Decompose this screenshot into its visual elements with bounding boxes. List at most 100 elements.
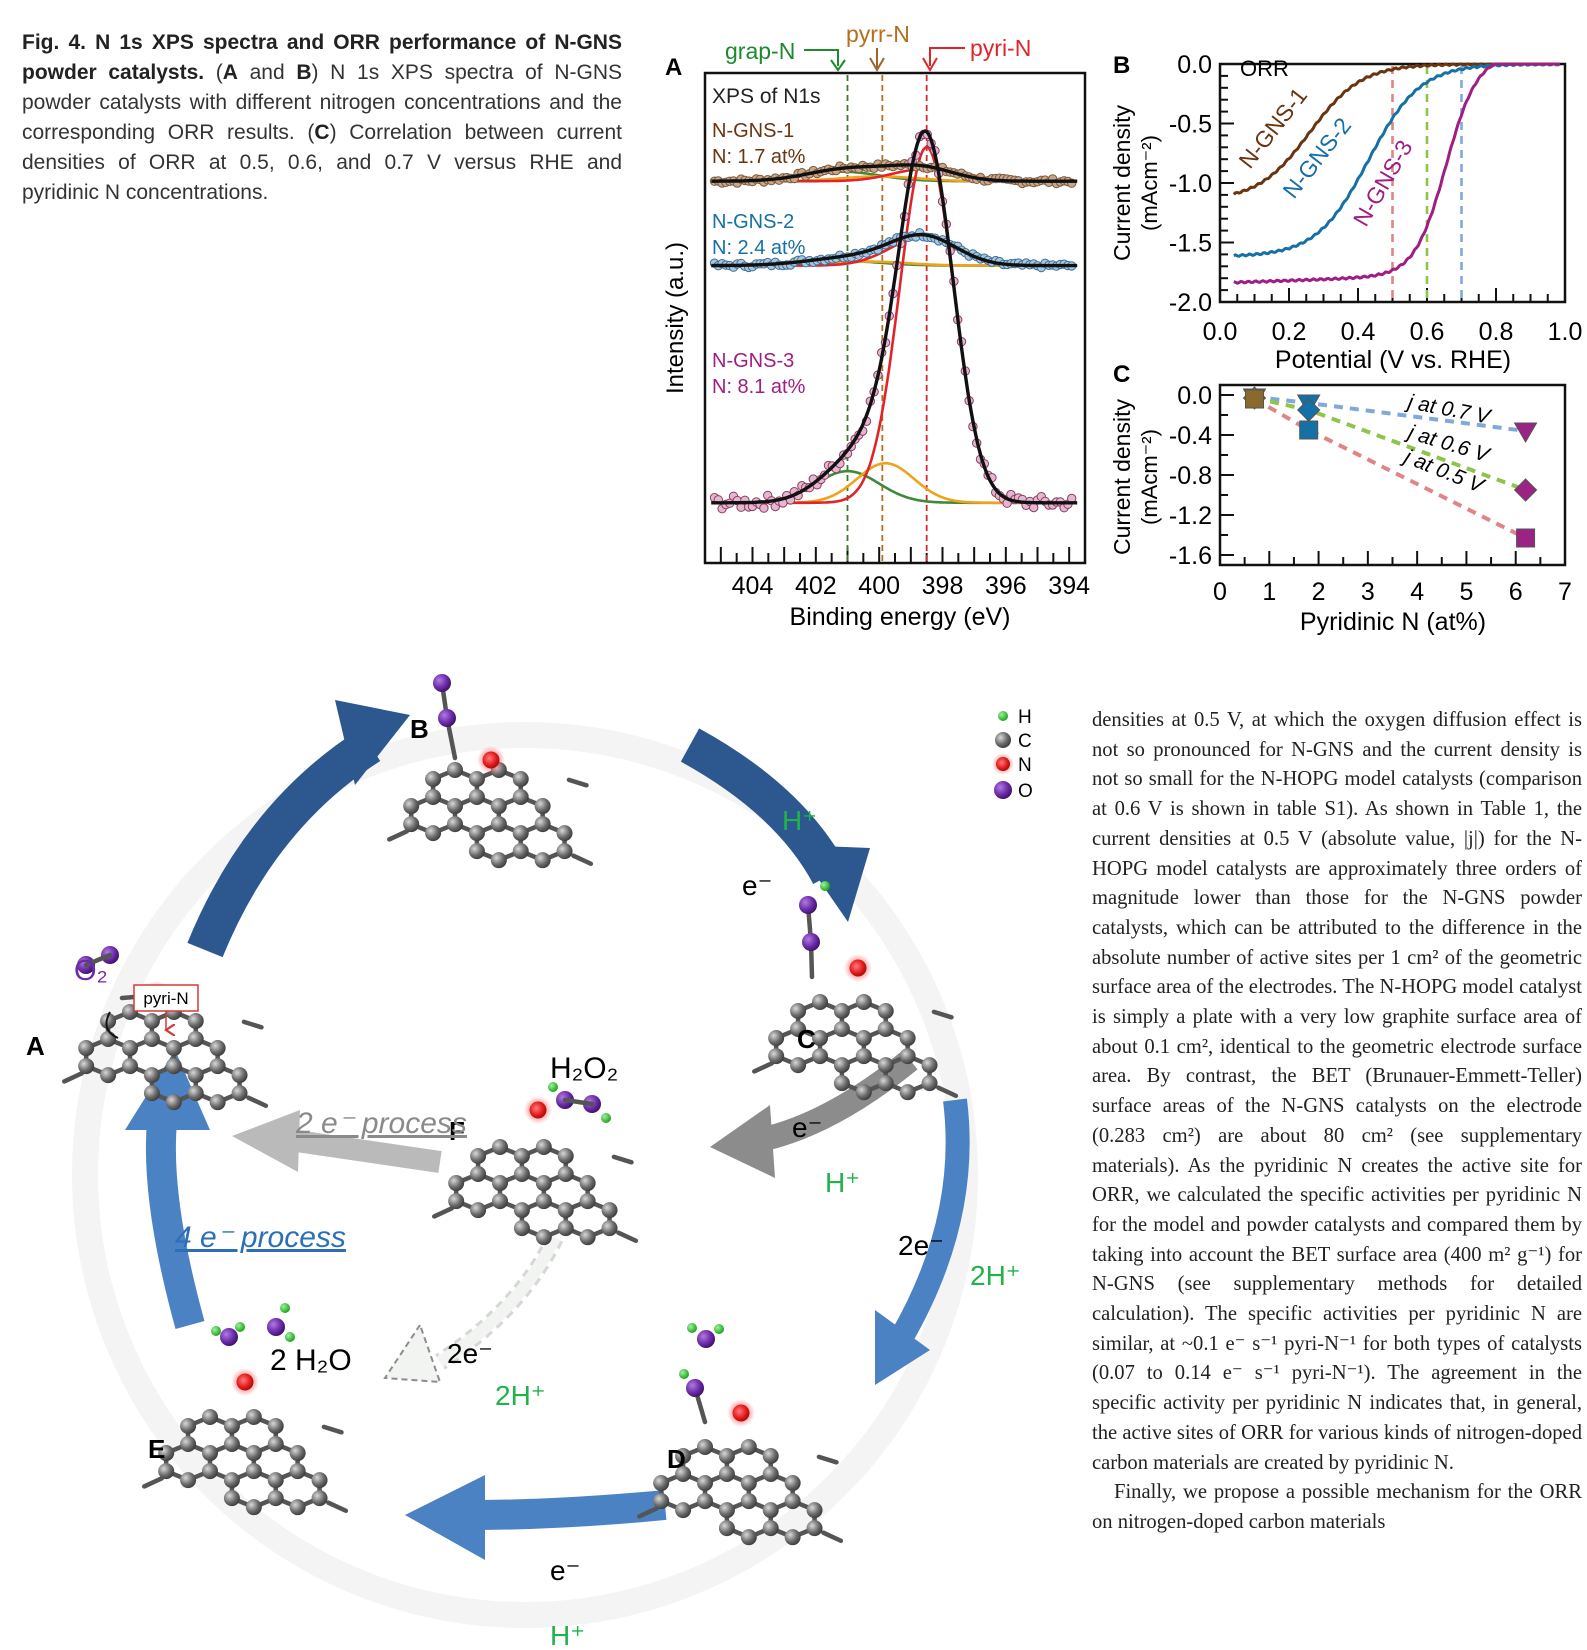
panel-c-xtick-label: 6 (1509, 578, 1523, 606)
carbon-atom (855, 993, 872, 1010)
panel-b-xtick-label: 0.0 (1203, 318, 1238, 346)
oxygen-atom (433, 674, 451, 692)
bond (321, 1424, 344, 1435)
carbon-atom (470, 1166, 487, 1183)
hydrogen-atom (601, 1113, 611, 1123)
carbon-atom (534, 798, 551, 815)
carbon-atom (740, 1475, 757, 1492)
panel-a-peak-lines (846, 75, 928, 561)
legend-h: H (1018, 707, 1032, 728)
carbon-atom (447, 761, 463, 778)
bond (62, 1071, 85, 1084)
carbon-atom (601, 1202, 618, 1219)
hydrogen-atom (714, 1324, 724, 1334)
carbon-atom (718, 1520, 735, 1537)
carbon-atom (209, 1094, 226, 1111)
carbon-atom (899, 1048, 916, 1065)
carbon-atom (806, 1502, 823, 1519)
carbon-atom (492, 1175, 508, 1192)
carbon-atom (180, 1436, 197, 1453)
caption-panel-ref: C (314, 121, 330, 144)
carbon-atom (921, 1075, 938, 1092)
carbon-atom (768, 1048, 785, 1065)
label-e-minus-de: e⁻ (550, 1555, 580, 1586)
carbon-atom (556, 843, 573, 860)
point-diamond (1513, 478, 1538, 502)
oxygen-atom (686, 1379, 704, 1397)
carbon-atom (311, 1490, 328, 1507)
oxygen-atom (438, 709, 456, 727)
oxygen-atom (697, 1330, 715, 1348)
carbon-atom (899, 1030, 916, 1047)
carbon-atom (877, 1075, 894, 1092)
legend-o: O (1018, 781, 1033, 802)
carbon-atom (784, 1493, 801, 1510)
carbon-atom (403, 816, 420, 833)
panel-a-xtick-label: 404 (732, 572, 774, 600)
envelope-N-GNS-1 (711, 163, 1078, 183)
legend-c: C (1018, 731, 1032, 752)
caption-panel-ref: A (222, 61, 238, 84)
hydrogen-atom (285, 1332, 295, 1342)
panel-c-xtick-label: 0 (1213, 578, 1227, 606)
carbon-atom (675, 1502, 692, 1519)
carbon-atom (535, 1229, 552, 1246)
bond (816, 1454, 839, 1465)
carbon-atom (143, 1085, 160, 1102)
carbon-atom (425, 789, 442, 806)
bond (936, 1085, 959, 1099)
carbon-atom (653, 1493, 670, 1510)
caption-text: ) Correlation between current densities … (22, 121, 623, 204)
carbon-atom (448, 1175, 465, 1192)
hydrogen-atom (548, 1082, 558, 1092)
carbon-atom (768, 1030, 785, 1047)
arrow-c-to-f (757, 1050, 918, 1152)
panel-c-xtick-label: 4 (1410, 578, 1424, 606)
carbon-atom (209, 1058, 226, 1075)
nitrogen-atom (529, 1101, 547, 1119)
fit-pyri-N-GNS-3 (711, 145, 1078, 505)
state-b-label: B (410, 714, 429, 744)
envelope-N-GNS-3 (711, 129, 1078, 505)
panel-b-xtick-label: 1.0 (1548, 318, 1583, 346)
carbon-atom (245, 1463, 262, 1480)
carbon-atom (784, 1475, 801, 1492)
carbon-atom (762, 1466, 779, 1483)
sample1-n: N: 1.7 at% (712, 146, 806, 168)
panel-a-label: A (665, 54, 682, 81)
bond (571, 853, 594, 867)
label-h-plus-bc: H⁺ (782, 805, 817, 836)
arrow-f-to-e-head (383, 1322, 442, 1384)
carbon-atom (557, 1166, 574, 1183)
carbon-atom (718, 1502, 735, 1519)
arrow-c-to-d-head (875, 1310, 930, 1385)
panel-b-xtick-label: 0.6 (1410, 318, 1445, 346)
panel-b-ylabel-1: Current density (1109, 105, 1135, 261)
carbon-atom (718, 1466, 735, 1483)
carbon-atom (921, 1057, 938, 1074)
state-e-label: E (148, 1434, 165, 1464)
carbon-atom (812, 993, 828, 1010)
carbon-atom (468, 825, 485, 842)
carbon-atom (223, 1472, 240, 1489)
panel-a-xtick-label: 394 (1048, 572, 1090, 600)
arrow-f-to-a-head (232, 1110, 300, 1172)
panel-c-points (1242, 386, 1538, 548)
figure-caption: Fig. 4. N 1s XPS spectra and ORR perform… (22, 28, 622, 208)
panel-b-ytick-label: -0.5 (1169, 111, 1212, 139)
panel-a-envelopes (711, 129, 1078, 505)
pyri-tag: pyri-N (143, 989, 188, 1008)
carbon-atom (289, 1445, 306, 1462)
carbon-atom (78, 1040, 95, 1057)
carbon-atom (534, 852, 551, 869)
label-2e-cd: 2e⁻ (898, 1230, 944, 1261)
legend-o-ball (994, 781, 1012, 799)
carbon-atom (512, 770, 529, 787)
sample3-name: N-GNS-3 (712, 350, 794, 372)
arrow-d-to-e (469, 1490, 667, 1530)
panel-a-xtick-label: 400 (858, 572, 900, 600)
carbon-atom (187, 1031, 204, 1048)
carbon-atom (833, 1021, 850, 1038)
state-a-label: A (26, 1031, 45, 1061)
panel-c-ytick-label: -0.8 (1169, 462, 1212, 490)
